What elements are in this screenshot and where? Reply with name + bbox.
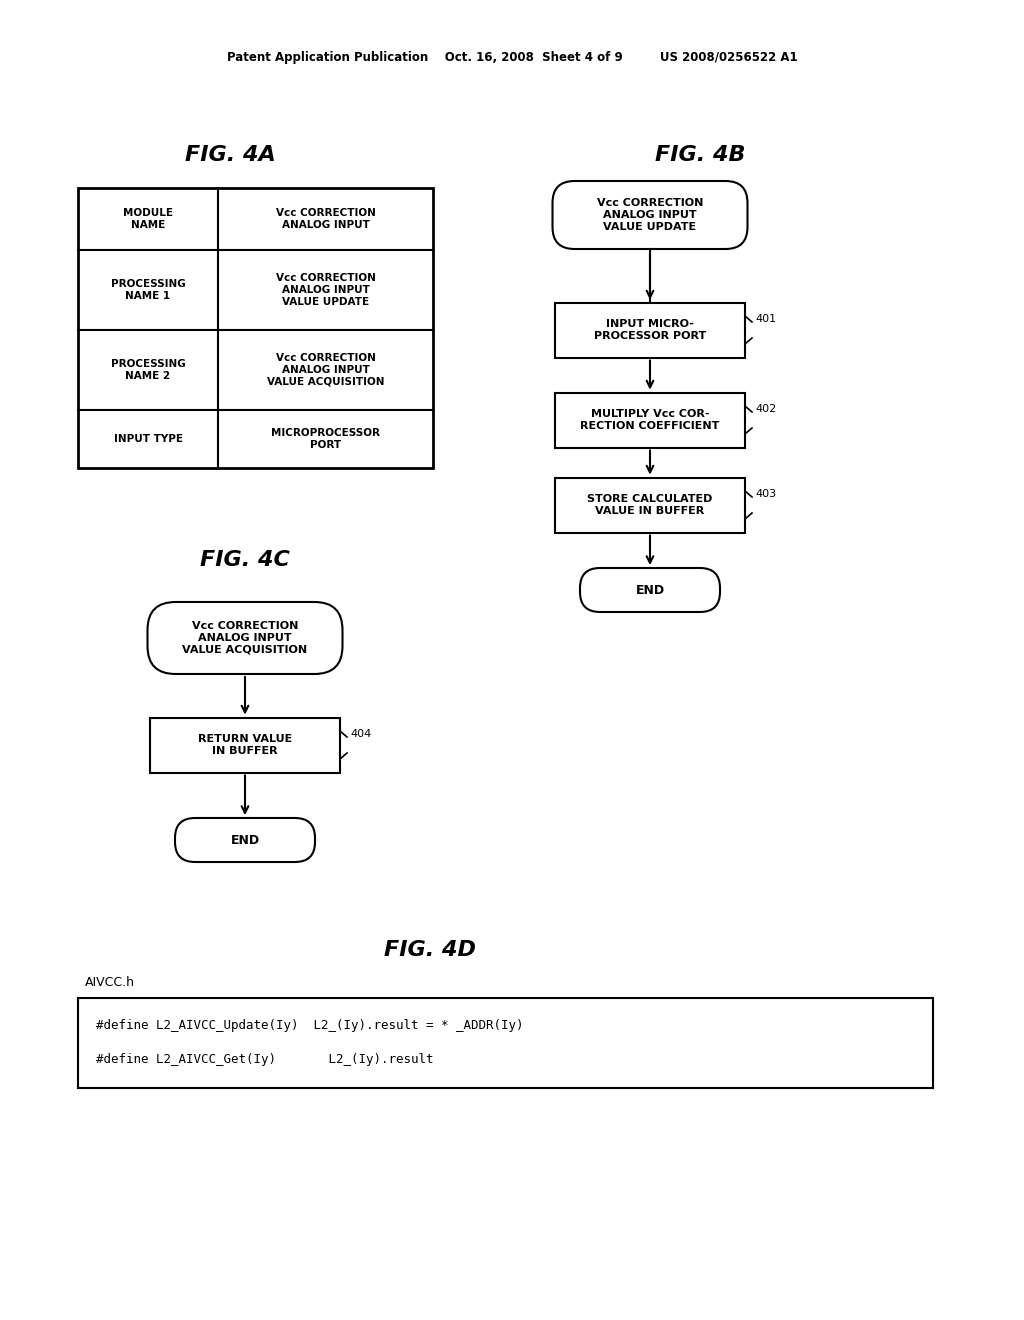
Bar (555, 392, 745, 447)
Text: 404: 404 (350, 729, 372, 739)
Text: PROCESSING
NAME 1: PROCESSING NAME 1 (111, 280, 185, 301)
Text: MICROPROCESSOR
PORT: MICROPROCESSOR PORT (271, 428, 380, 450)
FancyBboxPatch shape (147, 602, 342, 675)
Text: Vcc CORRECTION
ANALOG INPUT
VALUE ACQUISITION: Vcc CORRECTION ANALOG INPUT VALUE ACQUIS… (182, 622, 307, 655)
Text: Vcc CORRECTION
ANALOG INPUT
VALUE UPDATE: Vcc CORRECTION ANALOG INPUT VALUE UPDATE (597, 198, 703, 231)
Text: Patent Application Publication    Oct. 16, 2008  Sheet 4 of 9         US 2008/02: Patent Application Publication Oct. 16, … (226, 51, 798, 65)
Bar (78, 998, 933, 1088)
FancyBboxPatch shape (553, 181, 748, 249)
Text: MODULE
NAME: MODULE NAME (123, 209, 173, 230)
Bar (555, 478, 745, 532)
Text: INPUT MICRO-
PROCESSOR PORT: INPUT MICRO- PROCESSOR PORT (594, 319, 707, 341)
Text: 401: 401 (755, 314, 776, 323)
FancyBboxPatch shape (175, 818, 315, 862)
Text: Vcc CORRECTION
ANALOG INPUT
VALUE ACQUISITION: Vcc CORRECTION ANALOG INPUT VALUE ACQUIS… (266, 354, 384, 387)
Text: FIG. 4C: FIG. 4C (200, 550, 290, 570)
Text: END: END (230, 833, 259, 846)
Text: Vcc CORRECTION
ANALOG INPUT: Vcc CORRECTION ANALOG INPUT (275, 209, 376, 230)
Text: 402: 402 (755, 404, 776, 414)
Text: #define L2_AIVCC_Get(Iy)       L2_(Iy).result: #define L2_AIVCC_Get(Iy) L2_(Iy).result (96, 1053, 433, 1067)
Bar (78, 187, 433, 469)
Text: FIG. 4B: FIG. 4B (654, 145, 745, 165)
Text: INPUT TYPE: INPUT TYPE (114, 434, 182, 444)
Text: RETURN VALUE
IN BUFFER: RETURN VALUE IN BUFFER (198, 734, 292, 756)
Bar (150, 718, 340, 772)
Text: FIG. 4D: FIG. 4D (384, 940, 476, 960)
Text: FIG. 4A: FIG. 4A (184, 145, 275, 165)
Text: STORE CALCULATED
VALUE IN BUFFER: STORE CALCULATED VALUE IN BUFFER (588, 494, 713, 516)
FancyBboxPatch shape (580, 568, 720, 612)
Text: AIVCC.h: AIVCC.h (85, 977, 135, 990)
Text: PROCESSING
NAME 2: PROCESSING NAME 2 (111, 359, 185, 380)
Text: Vcc CORRECTION
ANALOG INPUT
VALUE UPDATE: Vcc CORRECTION ANALOG INPUT VALUE UPDATE (275, 273, 376, 306)
Bar (555, 302, 745, 358)
Text: MULTIPLY Vcc COR-
RECTION COEFFICIENT: MULTIPLY Vcc COR- RECTION COEFFICIENT (581, 409, 720, 430)
Text: #define L2_AIVCC_Update(Iy)  L2_(Iy).result = * _ADDR(Iy): #define L2_AIVCC_Update(Iy) L2_(Iy).resu… (96, 1019, 523, 1032)
Text: 403: 403 (755, 488, 776, 499)
Text: END: END (636, 583, 665, 597)
